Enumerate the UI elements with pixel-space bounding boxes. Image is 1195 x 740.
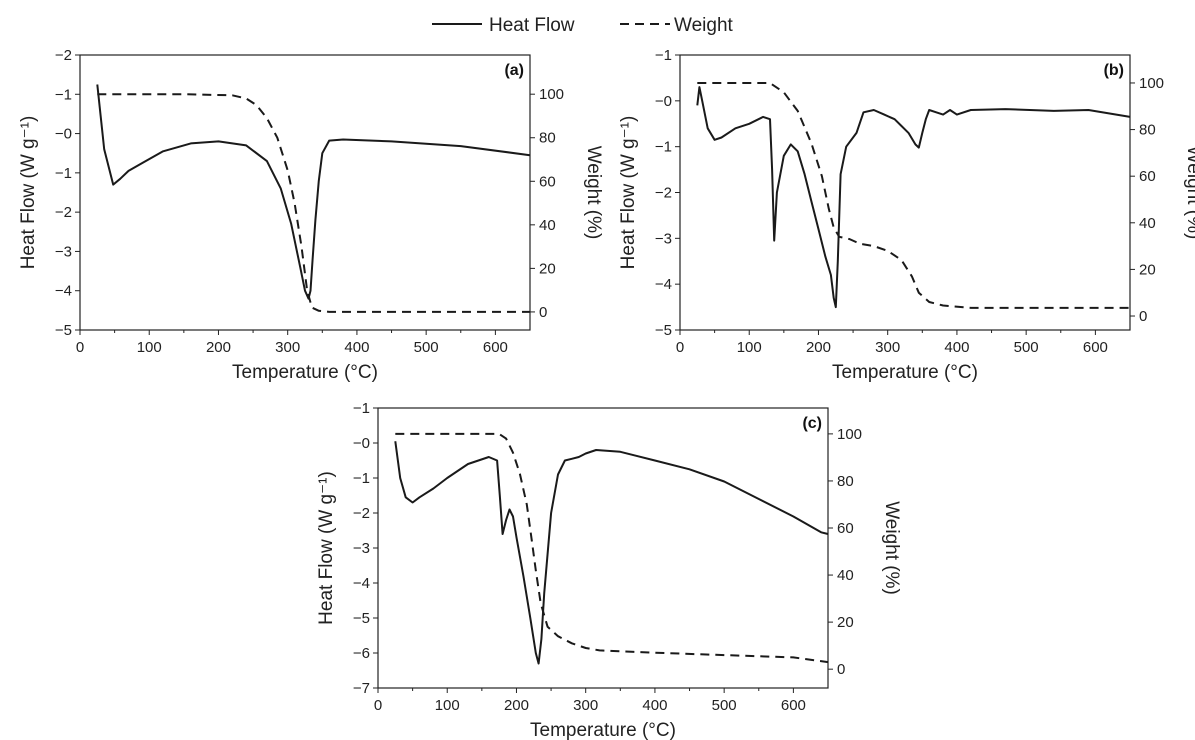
legend-heat-flow-label: Heat Flow: [489, 15, 575, 36]
b-y-left-tick-label: −1: [655, 139, 672, 156]
c-y-right-tick-label: 60: [837, 520, 854, 537]
a-y-left-tick-label: −2: [55, 204, 72, 221]
a-y-right-tick-label: 0: [539, 304, 547, 321]
b-y-right-tick-label: 100: [1139, 75, 1164, 92]
a-x-tick-label: 300: [275, 339, 300, 356]
b-x-tick-label: 400: [944, 339, 969, 356]
b-x-tick-label: 500: [1014, 339, 1039, 356]
b-y-left-tick-label: −0: [655, 93, 672, 110]
c-y-right-tick-label: 40: [837, 567, 854, 584]
a-x-axis-label: Temperature (°C): [232, 362, 378, 383]
c-x-tick-label: 300: [573, 697, 598, 714]
a-y-left-tick-label: −2: [55, 47, 72, 64]
c-y-right-tick-label: 0: [837, 661, 845, 678]
a-y-right-tick-label: 100: [539, 86, 564, 103]
a-y-left-tick-label: −4: [55, 283, 72, 300]
a-x-tick-label: 400: [344, 339, 369, 356]
c-panel-label: (c): [802, 415, 822, 432]
c-y-left-tick-label: −1: [353, 400, 370, 417]
b-x-tick-label: 300: [875, 339, 900, 356]
a-y-right-tick-label: 60: [539, 173, 556, 190]
a-y-right-tick-label: 40: [539, 217, 556, 234]
b-y-right-tick-label: 80: [1139, 122, 1156, 139]
panel-a: 0 100 200 300 400 500 600 −5 −4 −3 −2 −1 −0 −1 −2 0 20 40…: [18, 47, 604, 383]
c-y-right-tick-label: 80: [837, 473, 854, 490]
c-x-tick-label: 400: [642, 697, 667, 714]
a-plot-frame: [79, 54, 531, 331]
b-x-tick-label: 0: [676, 339, 684, 356]
b-y-left-tick-label: −5: [655, 322, 672, 339]
b-y-left-tick-label: −3: [655, 230, 672, 247]
a-y-right-tick-label: 80: [539, 130, 556, 147]
legend: Heat Flow Weight: [432, 15, 734, 36]
a-series-weight: [97, 93, 530, 313]
b-y-right-tick-label: 40: [1139, 215, 1156, 232]
a-y-left-tick-label: −3: [55, 243, 72, 260]
c-y-left-axis-label: Heat Flow (W g⁻¹): [316, 471, 337, 625]
c-series-heat-flow: [394, 441, 829, 665]
b-panel-label: (b): [1104, 62, 1124, 79]
c-y-left-tick-label: −2: [353, 505, 370, 522]
c-y-right-tick-label: 20: [837, 614, 854, 631]
a-x-tick-label: 500: [414, 339, 439, 356]
a-x-tick-label: 100: [137, 339, 162, 356]
panel-b: 0 100 200 300 400 500 600 −5 −4 −3 −2 −1 −0 −1 0 20 40 60…: [618, 47, 1195, 383]
c-y-left-tick-label: −4: [353, 575, 370, 592]
a-y-left-tick-label: −5: [55, 322, 72, 339]
c-x-tick-label: 500: [712, 697, 737, 714]
a-x-tick-label: 200: [206, 339, 231, 356]
a-y-left-axis-label: Heat Flow (W g⁻¹): [18, 116, 39, 270]
b-y-left-axis-label: Heat Flow (W g⁻¹): [618, 116, 639, 270]
b-x-axis-label: Temperature (°C): [832, 362, 978, 383]
c-series-weight: [395, 432, 829, 664]
legend-weight-label: Weight: [674, 15, 734, 36]
b-plot-frame: [679, 54, 1131, 331]
a-y-right-tick-label: 20: [539, 260, 556, 277]
c-x-tick-label: 0: [374, 697, 382, 714]
c-y-right-tick-label: 100: [837, 426, 862, 443]
c-y-left-tick-label: −3: [353, 540, 370, 557]
b-y-right-axis-label: Weight (%): [1183, 146, 1195, 240]
c-y-left-tick-label: −5: [353, 610, 370, 627]
c-y-left-tick-label: −1: [353, 470, 370, 487]
a-y-left-tick-label: −0: [55, 126, 72, 143]
a-y-left-tick-label: −1: [55, 86, 72, 103]
a-series-heat-flow: [96, 84, 531, 300]
b-x-tick-label: 100: [737, 339, 762, 356]
b-series-heat-flow: [696, 86, 1131, 309]
b-x-tick-label: 200: [806, 339, 831, 356]
c-y-right-axis-label: Weight (%): [881, 501, 902, 595]
b-y-left-tick-label: −2: [655, 185, 672, 202]
a-y-right-axis-label: Weight (%): [583, 146, 604, 240]
b-series-weight: [697, 82, 1130, 309]
a-panel-label: (a): [504, 62, 524, 79]
b-x-tick-label: 600: [1083, 339, 1108, 356]
a-y-left-tick-label: −1: [55, 165, 72, 182]
b-y-left-tick-label: −4: [655, 276, 672, 293]
c-x-tick-label: 100: [435, 697, 460, 714]
b-y-right-tick-label: 60: [1139, 168, 1156, 185]
c-y-left-tick-label: −6: [353, 645, 370, 662]
c-y-left-tick-label: −0: [353, 435, 370, 452]
c-x-axis-label: Temperature (°C): [530, 720, 676, 740]
panel-c: 0 100 200 300 400 500 600 −7 −6 −5 −4 −3 −2 −1 −0 −1 0 20…: [316, 400, 902, 740]
c-y-left-tick-label: −7: [353, 680, 370, 697]
c-x-tick-label: 600: [781, 697, 806, 714]
a-x-tick-label: 0: [76, 339, 84, 356]
b-y-right-tick-label: 20: [1139, 261, 1156, 278]
c-x-tick-label: 200: [504, 697, 529, 714]
a-x-tick-label: 600: [483, 339, 508, 356]
b-y-right-tick-label: 0: [1139, 308, 1147, 325]
b-y-left-tick-label: −1: [655, 47, 672, 64]
